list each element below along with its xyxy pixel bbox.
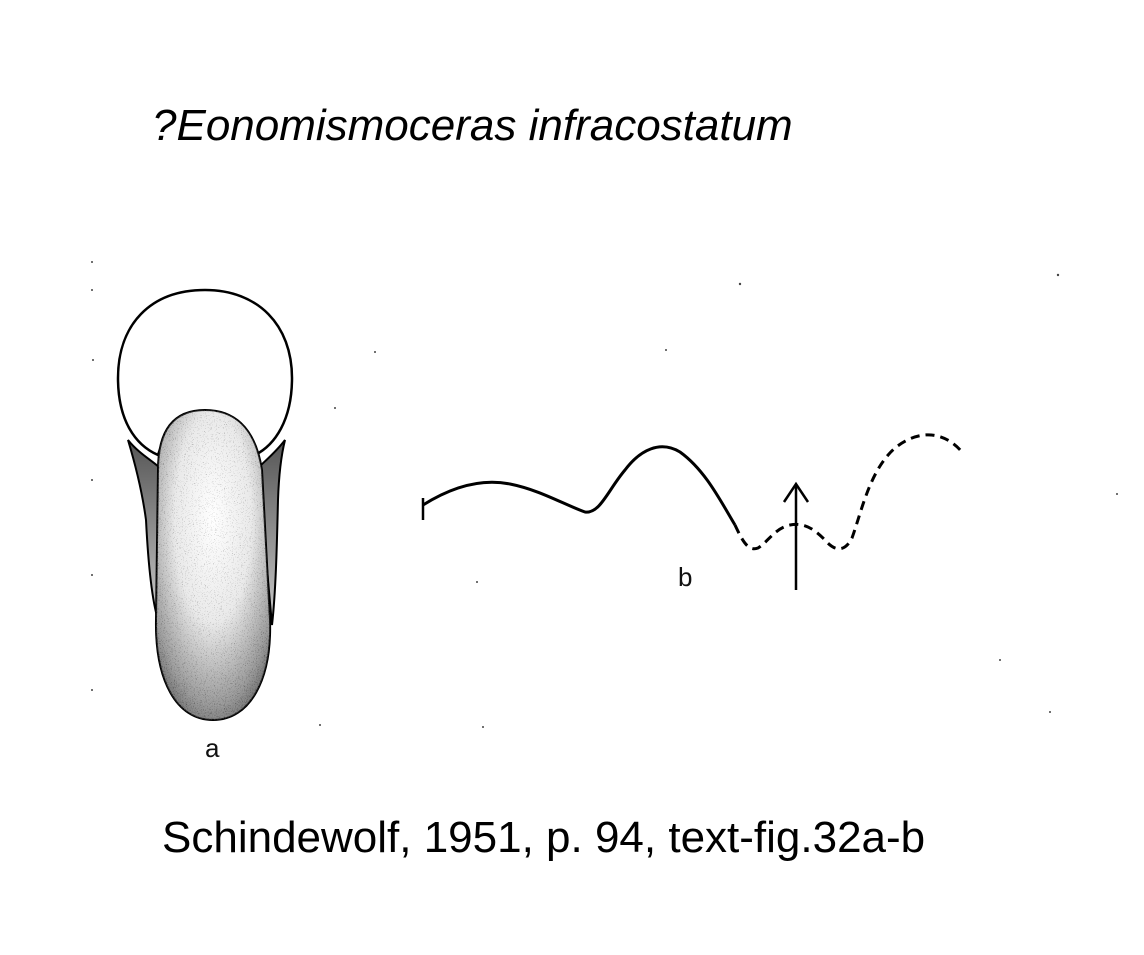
panel-b-suture bbox=[421, 433, 964, 590]
panel-a-label: a bbox=[205, 733, 220, 763]
suture-line-solid bbox=[422, 445, 737, 526]
inner-stipple bbox=[155, 410, 271, 720]
panel-a-cross-section bbox=[116, 288, 294, 722]
right-flank bbox=[256, 439, 286, 626]
suture-line-dashed bbox=[733, 433, 964, 551]
figure-title: ?Eonomismoceras infracostatum bbox=[152, 101, 793, 150]
left-flank bbox=[127, 439, 164, 621]
figure-caption: Schindewolf, 1951, p. 94, text-fig.32a-b bbox=[162, 813, 926, 862]
arrow-up-icon bbox=[782, 481, 810, 503]
scan-specks bbox=[91, 261, 1118, 728]
panel-b-label: b bbox=[678, 562, 693, 592]
